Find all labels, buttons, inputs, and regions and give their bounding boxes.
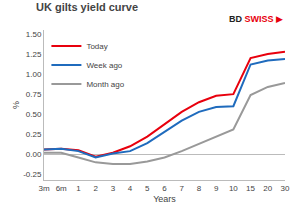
svg-text:Years: Years: [153, 194, 176, 204]
svg-text:Month ago: Month ago: [86, 80, 124, 89]
svg-text:0.75: 0.75: [26, 90, 42, 99]
svg-text:4: 4: [128, 184, 133, 193]
svg-text:30: 30: [281, 184, 290, 193]
svg-text:Week ago: Week ago: [86, 61, 122, 70]
svg-text:7: 7: [179, 184, 184, 193]
svg-text:3m: 3m: [38, 184, 49, 193]
svg-text:0.00: 0.00: [26, 150, 42, 159]
svg-text:1.50: 1.50: [26, 30, 42, 39]
svg-text:0.50: 0.50: [26, 110, 42, 119]
svg-text:%: %: [11, 101, 21, 109]
svg-text:2: 2: [93, 184, 98, 193]
svg-text:UK gilts yield curve: UK gilts yield curve: [36, 1, 138, 13]
svg-text:3: 3: [111, 184, 116, 193]
svg-text:1.00: 1.00: [26, 70, 42, 79]
svg-text:6: 6: [162, 184, 167, 193]
svg-text:BD SWISS ▶: BD SWISS ▶: [229, 14, 283, 24]
svg-text:9: 9: [214, 184, 219, 193]
svg-text:Today: Today: [86, 42, 107, 51]
svg-text:1.25: 1.25: [26, 50, 42, 59]
svg-text:8: 8: [197, 184, 202, 193]
svg-text:0.25: 0.25: [26, 130, 42, 139]
svg-text:10: 10: [229, 184, 238, 193]
svg-text:5: 5: [145, 184, 150, 193]
svg-text:15: 15: [246, 184, 255, 193]
svg-text:1: 1: [76, 184, 81, 193]
svg-text:6m: 6m: [56, 184, 67, 193]
svg-text:20: 20: [263, 184, 272, 193]
svg-text:-0.25: -0.25: [23, 170, 42, 179]
